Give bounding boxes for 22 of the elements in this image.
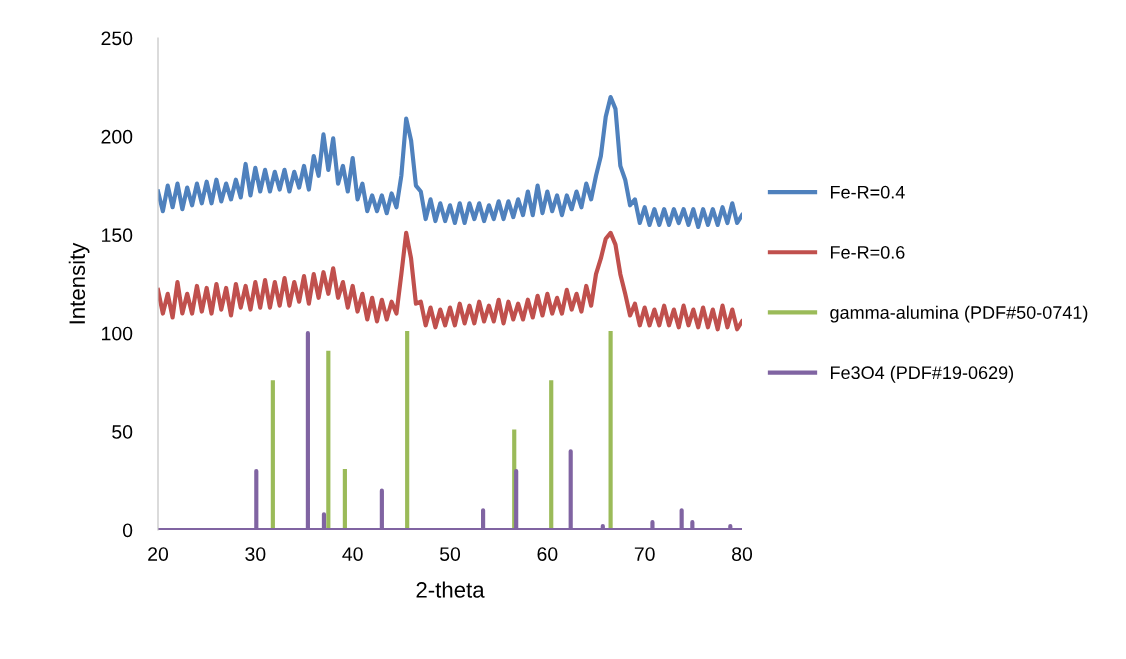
x-tick-label: 60	[537, 547, 558, 561]
y-tick-label: 100	[102, 326, 133, 341]
y-tick-label: 250	[101, 31, 133, 46]
legend-label: gamma-alumina (PDF#50-0741)	[830, 305, 1088, 323]
line-series	[158, 331, 742, 530]
x-tick-label: 30	[245, 547, 266, 561]
y-tick-label: 0	[122, 523, 133, 538]
x-tick-label: 50	[439, 547, 461, 561]
y-tick-label: 150	[102, 228, 133, 243]
y-tick-label: 200	[101, 129, 133, 144]
legend-label: Fe3O4 (PDF#19-0629)	[830, 365, 1014, 383]
y-tick-label: 50	[112, 425, 133, 439]
line-series	[158, 230, 742, 332]
x-tick-label: 20	[148, 547, 169, 561]
x-tick-label: 40	[342, 547, 363, 561]
line-series	[158, 94, 742, 230]
x-tick-label: 80	[732, 547, 753, 561]
x-axis-title: 2-theta	[416, 581, 485, 598]
x-tick-label: 70	[634, 547, 655, 561]
legend-label: Fe-R=0.4	[830, 185, 905, 199]
legend-label: Fe-R=0.6	[830, 245, 905, 259]
y-axis-title: Intensity	[68, 242, 90, 324]
